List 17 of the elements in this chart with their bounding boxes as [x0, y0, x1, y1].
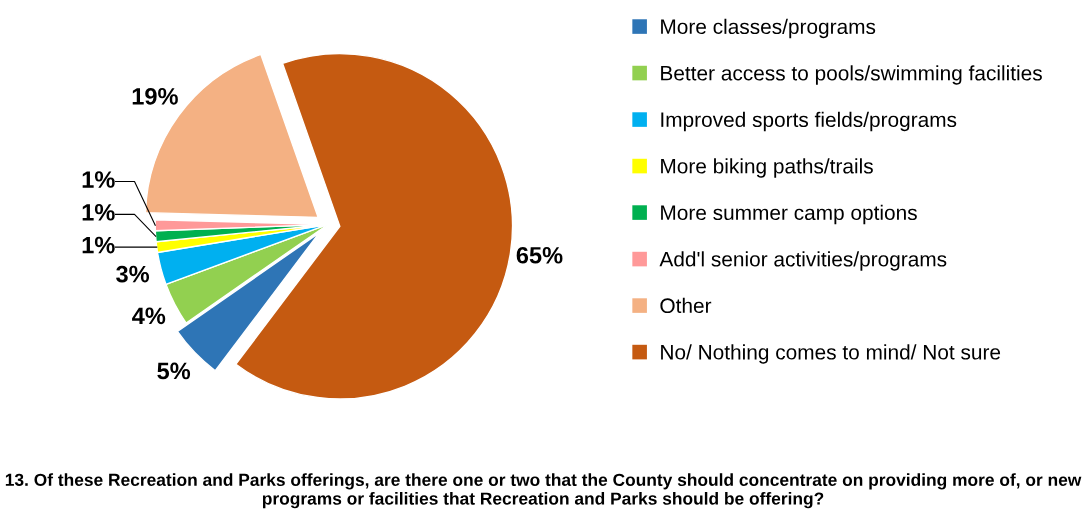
legend-label: Better access to pools/swimming facilities	[661, 65, 1042, 85]
legend-label: More summer camp options	[661, 204, 917, 225]
data-label: 65%	[516, 246, 563, 264]
data-label: 1%	[82, 171, 115, 188]
legend-label: Add'l senior activities/programs	[659, 251, 947, 271]
data-label: 1%	[82, 204, 115, 221]
data-label: 1%	[82, 236, 115, 254]
legend-label: No/ Nothing comes to mind/ Not sure	[661, 344, 1001, 364]
data-label: 5%	[157, 362, 191, 380]
data-label: 19%	[132, 87, 178, 105]
legend-label: Improved sports fields/programs	[661, 111, 957, 132]
legend-label: More biking paths/trails	[661, 158, 873, 178]
text: 13. Of these Recreation and Parks offerings, are there one or two that the County should concentrate on providing more of, or new programs or facilities that Recreation and Parks should be offering?	[5, 473, 1082, 509]
legend-label: More classes/programs	[661, 18, 876, 39]
legend-label: Other	[660, 297, 712, 314]
data-label: 3%	[116, 265, 150, 283]
data-label: 4%	[132, 307, 166, 325]
